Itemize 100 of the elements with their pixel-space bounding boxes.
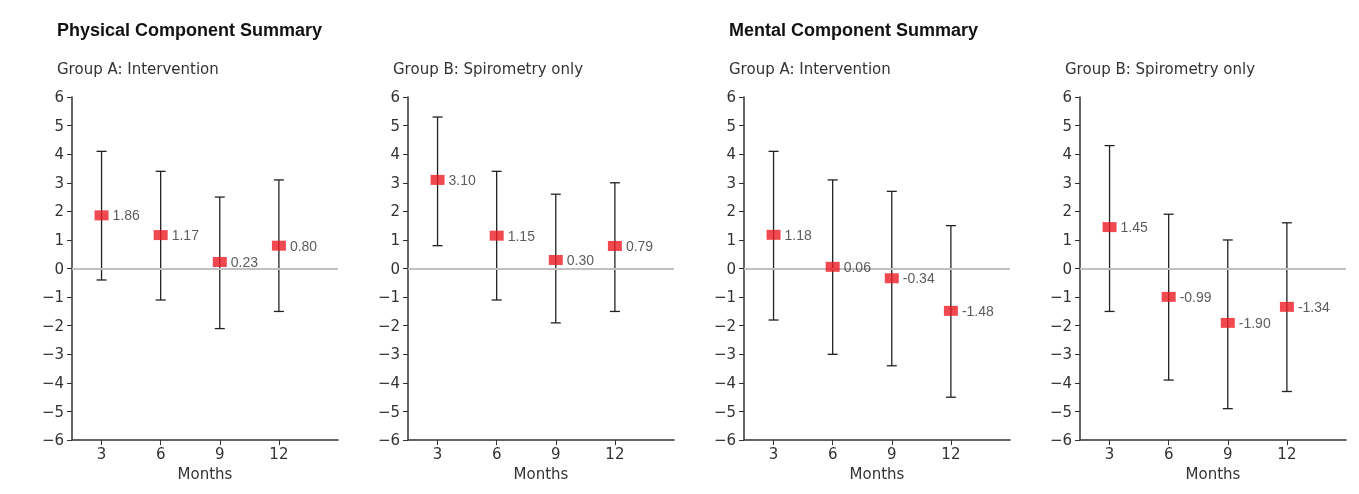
y-tick-label: 3 — [54, 173, 64, 192]
chart-title: Physical Component Summary — [57, 20, 323, 40]
point — [430, 174, 445, 185]
data-label: 1.15 — [507, 227, 536, 244]
x-axis-title: Months — [177, 464, 233, 483]
data-label: -1.90 — [1238, 314, 1271, 331]
point — [766, 229, 781, 240]
y-tick-label: −1 — [377, 288, 400, 307]
y-tick-label: −1 — [713, 288, 736, 307]
point — [212, 256, 227, 267]
x-tick-label: 12 — [605, 444, 625, 463]
y-tick-label: −1 — [1049, 288, 1072, 307]
y-tick-label: 0 — [390, 259, 400, 278]
y-tick-label: 2 — [726, 202, 736, 221]
y-tick-label: 5 — [390, 116, 400, 135]
point — [489, 230, 504, 241]
point — [1220, 317, 1235, 328]
y-tick-label: −4 — [377, 373, 400, 392]
x-tick-label: 12 — [269, 444, 289, 463]
y-tick-label: 1 — [390, 230, 400, 249]
y-tick-label: −3 — [1049, 345, 1072, 364]
y-tick-label: −6 — [713, 431, 736, 450]
y-tick-label: −3 — [41, 345, 64, 364]
y-tick-label: 4 — [1062, 145, 1072, 164]
y-tick-label: −2 — [1049, 316, 1072, 335]
data-label: 3.10 — [448, 171, 477, 188]
y-tick-label: 1 — [726, 230, 736, 249]
y-tick-label: 4 — [726, 145, 736, 164]
y-tick-label: 2 — [54, 202, 64, 221]
point — [943, 305, 958, 316]
chart-subtitle: Group B: Spirometry only — [393, 59, 584, 78]
y-tick-label: 1 — [1062, 230, 1072, 249]
y-tick-label: −5 — [713, 402, 736, 421]
point — [1161, 291, 1176, 302]
x-tick-label: 6 — [1163, 444, 1174, 463]
y-tick-label: −2 — [377, 316, 400, 335]
y-tick-label: 6 — [54, 88, 64, 106]
y-tick-label: 3 — [726, 173, 736, 192]
x-tick-label: 6 — [491, 444, 502, 463]
x-tick-label: 12 — [1277, 444, 1297, 463]
data-label: 1.17 — [171, 227, 200, 244]
x-tick-label: 3 — [768, 444, 779, 463]
y-tick-label: −2 — [41, 316, 64, 335]
y-tick-label: 3 — [390, 173, 400, 192]
y-tick-label: 5 — [54, 116, 64, 135]
y-tick-label: 1 — [54, 230, 64, 249]
point — [884, 273, 899, 284]
y-tick-label: −5 — [1049, 402, 1072, 421]
data-label: -0.99 — [1179, 288, 1212, 305]
y-tick-label: −2 — [713, 316, 736, 335]
x-tick-label: 3 — [432, 444, 443, 463]
y-tick-label: 0 — [54, 259, 64, 278]
y-tick-label: −4 — [1049, 373, 1072, 392]
y-tick-label: −1 — [41, 288, 64, 307]
y-tick-label: −6 — [377, 431, 400, 450]
y-tick-label: −3 — [377, 345, 400, 364]
y-tick-label: −4 — [713, 373, 736, 392]
x-tick-label: 9 — [887, 444, 897, 463]
data-label: 0.06 — [843, 258, 872, 275]
y-tick-label: −5 — [377, 402, 400, 421]
data-label: -1.48 — [961, 302, 995, 319]
data-label: 0.80 — [289, 237, 318, 254]
y-tick-label: −6 — [1049, 431, 1072, 450]
x-tick-label: 3 — [96, 444, 107, 463]
point — [825, 261, 840, 272]
y-tick-label: 2 — [1062, 202, 1072, 221]
data-label: -1.34 — [1297, 298, 1331, 315]
data-label: -0.34 — [902, 270, 935, 287]
data-label: 0.30 — [566, 251, 595, 268]
data-label: 1.45 — [1120, 219, 1149, 236]
y-tick-label: 5 — [1062, 116, 1072, 135]
chart-subtitle: Group B: Spirometry only — [1065, 59, 1256, 78]
y-tick-label: 0 — [1062, 259, 1072, 278]
y-tick-label: −3 — [713, 345, 736, 364]
x-tick-label: 9 — [1223, 444, 1233, 463]
chart-subtitle: Group A: Intervention — [729, 59, 891, 78]
point — [1279, 301, 1294, 312]
y-tick-label: 6 — [726, 88, 736, 106]
y-tick-label: 6 — [1062, 88, 1072, 106]
data-label: 1.86 — [112, 207, 141, 224]
y-tick-label: −5 — [41, 402, 64, 421]
y-tick-label: 4 — [54, 145, 64, 164]
chart-subtitle: Group A: Intervention — [57, 59, 219, 78]
point — [607, 240, 622, 251]
data-label: 0.23 — [230, 253, 259, 270]
x-tick-label: 12 — [941, 444, 961, 463]
x-tick-label: 9 — [551, 444, 561, 463]
x-tick-label: 3 — [1104, 444, 1115, 463]
point — [1102, 222, 1117, 233]
y-tick-label: 5 — [726, 116, 736, 135]
x-tick-label: 9 — [215, 444, 225, 463]
x-axis-title: Months — [849, 464, 905, 483]
y-tick-label: 6 — [390, 88, 400, 106]
point — [153, 230, 168, 241]
y-tick-label: 3 — [1062, 173, 1072, 192]
point — [548, 254, 563, 265]
x-axis-title: Months — [1185, 464, 1241, 483]
point — [271, 240, 286, 251]
x-axis-title: Months — [513, 464, 569, 483]
y-tick-label: 0 — [726, 259, 736, 278]
